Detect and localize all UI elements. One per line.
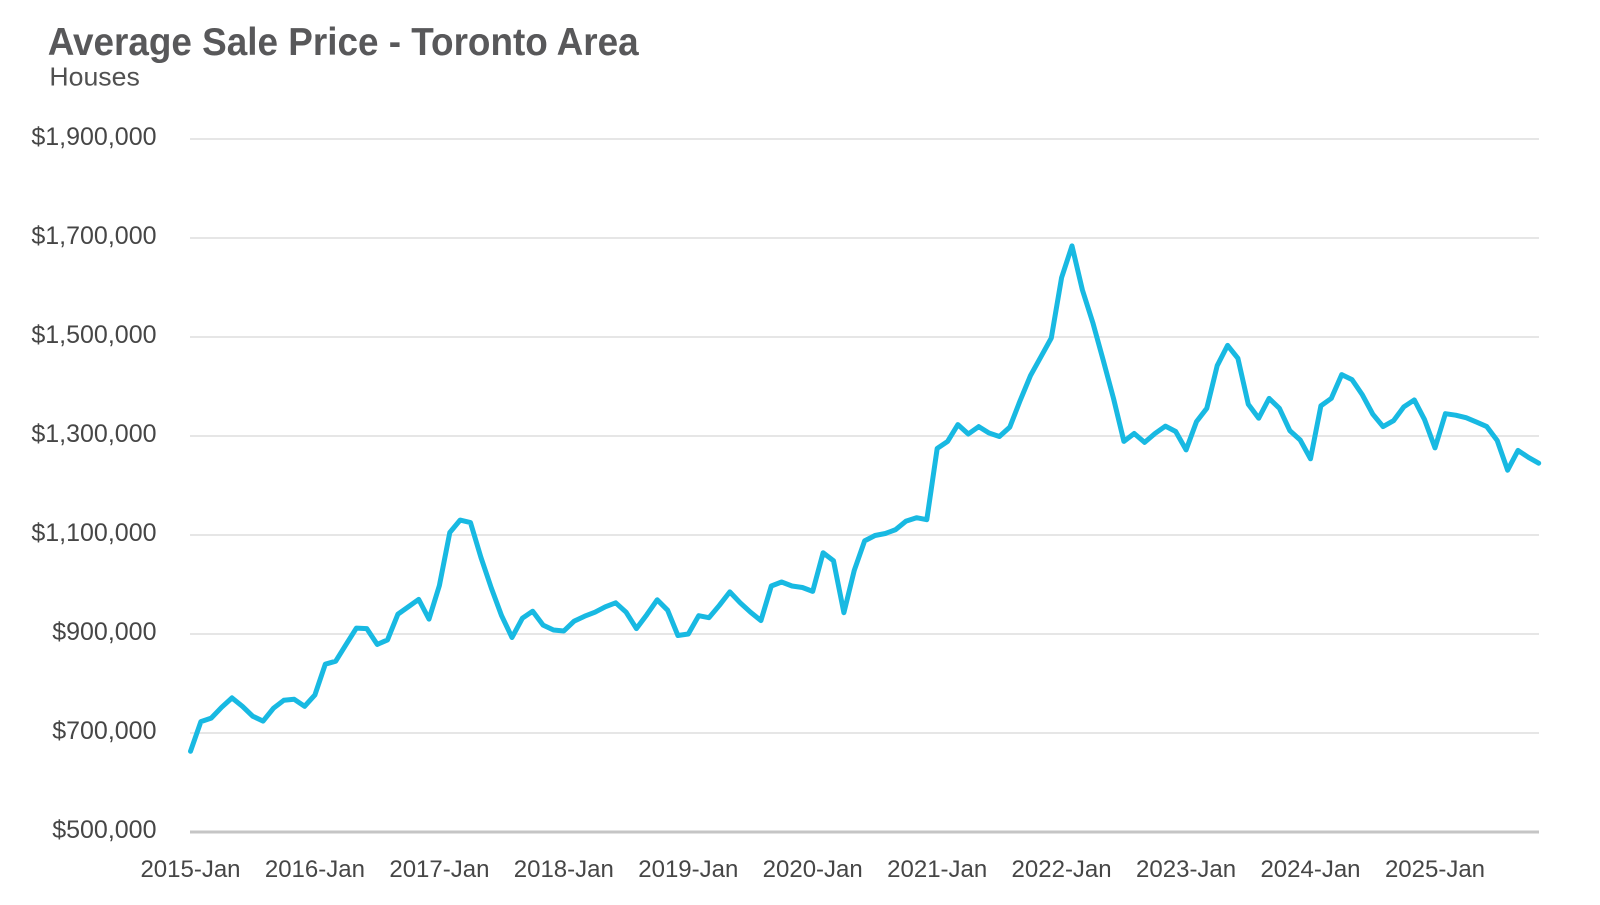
svg-text:$900,000: $900,000 [52, 618, 156, 646]
svg-text:$1,500,000: $1,500,000 [31, 321, 156, 349]
svg-text:Houses: Houses [49, 62, 139, 92]
svg-text:$1,700,000: $1,700,000 [31, 222, 156, 250]
svg-text:$1,100,000: $1,100,000 [31, 519, 156, 547]
svg-text:2020-Jan: 2020-Jan [763, 856, 863, 883]
svg-text:2021-Jan: 2021-Jan [887, 856, 987, 883]
svg-text:2015-Jan: 2015-Jan [140, 856, 240, 883]
svg-text:$1,300,000: $1,300,000 [31, 420, 156, 448]
svg-text:2019-Jan: 2019-Jan [638, 856, 738, 883]
svg-text:2018-Jan: 2018-Jan [514, 856, 614, 883]
svg-text:$1,900,000: $1,900,000 [31, 123, 156, 151]
svg-text:2023-Jan: 2023-Jan [1136, 856, 1236, 883]
svg-text:Average Sale Price - Toronto A: Average Sale Price - Toronto Area [48, 21, 640, 64]
svg-text:2024-Jan: 2024-Jan [1260, 856, 1360, 883]
svg-text:$500,000: $500,000 [52, 816, 156, 844]
svg-text:2017-Jan: 2017-Jan [389, 856, 489, 883]
svg-text:2025-Jan: 2025-Jan [1385, 856, 1485, 883]
svg-text:$700,000: $700,000 [52, 717, 156, 745]
svg-text:2022-Jan: 2022-Jan [1012, 856, 1112, 883]
svg-text:2016-Jan: 2016-Jan [265, 856, 365, 883]
